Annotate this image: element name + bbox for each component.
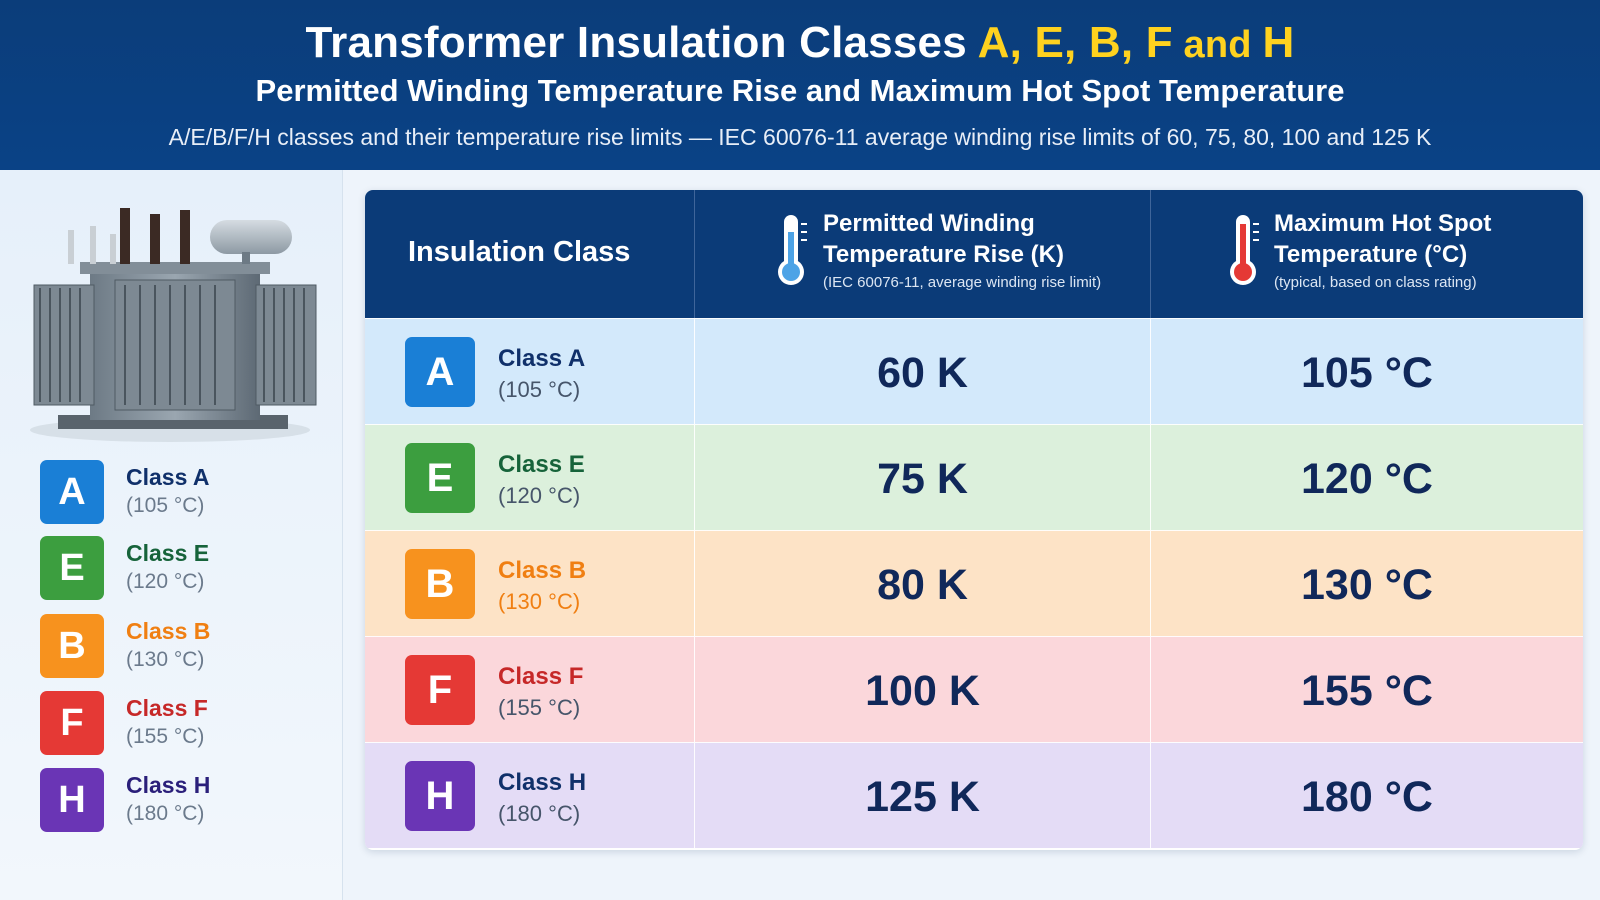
header-hot-spot: Maximum Hot Spot Temperature (°C) (typic… <box>1151 190 1583 318</box>
title-highlight: A, E, B, F <box>977 18 1173 67</box>
row-badge-f: F <box>405 655 475 725</box>
row-name-e: Class E <box>498 451 585 478</box>
row-temp-b: (130 °C) <box>498 589 581 614</box>
legend-item-h: H Class H (180 °C) <box>40 768 330 832</box>
legend-name-h: Class H <box>126 772 211 798</box>
row-temp-f: (155 °C) <box>498 695 581 720</box>
legend-name-f: Class F <box>126 695 208 721</box>
hot-value-b: 130 °C <box>1301 561 1433 609</box>
cell-hot-b: 130 °C <box>1151 531 1583 637</box>
row-temp-a: (105 °C) <box>498 377 581 402</box>
transformer-image <box>30 208 317 442</box>
title-prefix: Transformer Insulation Classes <box>305 18 978 67</box>
cell-class-b: B Class B (130 °C) <box>365 531 695 637</box>
hot-value-f: 155 °C <box>1301 667 1433 715</box>
legend-temp-f: (155 °C) <box>126 725 205 748</box>
cell-class-h: H Class H (180 °C) <box>365 743 695 849</box>
header-insulation-class: Insulation Class <box>365 190 695 318</box>
table-row-f: F Class F (155 °C) 100 K 155 °C <box>365 636 1583 743</box>
table-row-e: E Class E (120 °C) 75 K 120 °C <box>365 424 1583 531</box>
header-insulation-class-label: Insulation Class <box>408 236 631 268</box>
page-subtitle: Permitted Winding Temperature Rise and M… <box>255 73 1345 108</box>
legend-temp-b: (130 °C) <box>126 648 205 671</box>
legend-badge-f: F <box>40 691 104 755</box>
insulation-table: Insulation Class Permitted Winding Tempe… <box>365 190 1583 850</box>
legend-item-f: F Class F (155 °C) <box>40 691 330 755</box>
row-name-h: Class H <box>498 769 587 796</box>
left-panel: A Class A (105 °C) E Class E (120 °C) B … <box>0 170 343 900</box>
legend-badge-a: A <box>40 460 104 524</box>
cell-class-e: E Class E (120 °C) <box>365 425 695 531</box>
row-name-f: Class F <box>498 663 584 690</box>
legend-name-a: Class A <box>126 464 210 490</box>
row-badge-b: B <box>405 549 475 619</box>
legend-temp-e: (120 °C) <box>126 570 205 593</box>
header-rise-title-2: Temperature Rise (K) <box>823 241 1064 268</box>
legend-name-b: Class B <box>126 618 211 644</box>
legend-temp-a: (105 °C) <box>126 494 205 517</box>
row-name-b: Class B <box>498 557 587 584</box>
table-row-b: B Class B (130 °C) 80 K 130 °C <box>365 530 1583 637</box>
header-rise-title-1: Permitted Winding <box>823 210 1035 237</box>
header-banner: Transformer Insulation Classes A, E, B, … <box>0 0 1600 170</box>
rise-value-b: 80 K <box>877 561 968 609</box>
table-row-h: H Class H (180 °C) 125 K 180 °C <box>365 742 1583 849</box>
row-name-a: Class A <box>498 345 586 372</box>
cell-rise-f: 100 K <box>695 637 1151 743</box>
rise-value-h: 125 K <box>865 773 980 821</box>
header-hot-title-2: Temperature (°C) <box>1274 241 1468 268</box>
legend-item-b: B Class B (130 °C) <box>40 614 330 678</box>
page-title: Transformer Insulation Classes A, E, B, … <box>0 18 1600 68</box>
table-row-a: A Class A (105 °C) 60 K 105 °C <box>365 318 1583 425</box>
cell-hot-h: 180 °C <box>1151 743 1583 849</box>
legend-badge-e: E <box>40 536 104 600</box>
thermometer-red-icon <box>1230 215 1259 285</box>
cell-hot-e: 120 °C <box>1151 425 1583 531</box>
legend-item-e: E Class E (120 °C) <box>40 536 330 600</box>
hot-value-a: 105 °C <box>1301 349 1433 397</box>
hot-value-h: 180 °C <box>1301 773 1433 821</box>
header-hot-note: (typical, based on class rating) <box>1274 274 1477 291</box>
legend-temp-h: (180 °C) <box>126 802 205 825</box>
hot-value-e: 120 °C <box>1301 455 1433 503</box>
cell-hot-a: 105 °C <box>1151 319 1583 425</box>
header-winding-rise: Permitted Winding Temperature Rise (K) (… <box>695 190 1151 318</box>
row-temp-e: (120 °C) <box>498 483 581 508</box>
cell-class-a: A Class A (105 °C) <box>365 319 695 425</box>
legend-name-e: Class E <box>126 540 210 566</box>
row-badge-a: A <box>405 337 475 407</box>
legend-badge-b: B <box>40 614 104 678</box>
row-badge-e: E <box>405 443 475 513</box>
legend-item-a: A Class A (105 °C) <box>40 460 330 524</box>
cell-rise-b: 80 K <box>695 531 1151 637</box>
cell-hot-f: 155 °C <box>1151 637 1583 743</box>
cell-rise-h: 125 K <box>695 743 1151 849</box>
table-header: Insulation Class Permitted Winding Tempe… <box>365 190 1583 318</box>
page-subline: A/E/B/F/H classes and their temperature … <box>168 124 1432 150</box>
legend-badge-h: H <box>40 768 104 832</box>
row-badge-h: H <box>405 761 475 831</box>
title-last: H <box>1262 18 1295 67</box>
cell-rise-e: 75 K <box>695 425 1151 531</box>
header-hot-title-1: Maximum Hot Spot <box>1274 210 1492 237</box>
rise-value-f: 100 K <box>865 667 980 715</box>
thermometer-blue-icon <box>778 215 807 285</box>
row-temp-h: (180 °C) <box>498 801 581 826</box>
rise-value-a: 60 K <box>877 349 968 397</box>
cell-rise-a: 60 K <box>695 319 1151 425</box>
cell-class-f: F Class F (155 °C) <box>365 637 695 743</box>
header-rise-note: (IEC 60076-11, average winding rise limi… <box>823 274 1102 291</box>
rise-value-e: 75 K <box>877 455 968 503</box>
title-and: and <box>1172 24 1263 66</box>
